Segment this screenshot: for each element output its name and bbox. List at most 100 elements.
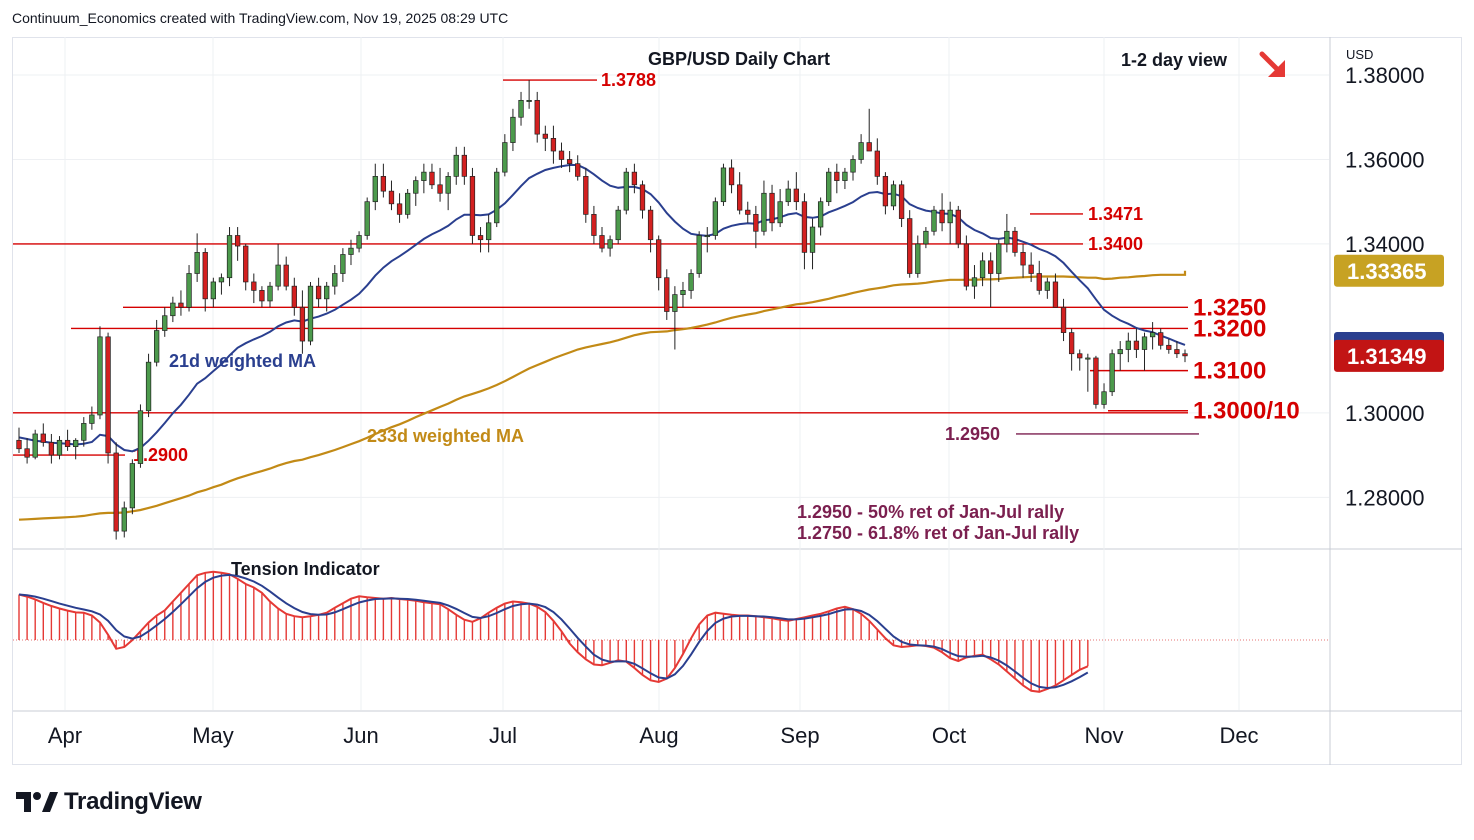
candle (81, 417, 87, 447)
candle-body-up (672, 294, 678, 312)
candle-body-down (647, 209, 654, 241)
tradingview-brand[interactable]: TradingView (14, 788, 202, 816)
candle (1060, 298, 1067, 342)
candle-body-down (550, 138, 557, 152)
candle (801, 193, 808, 270)
candle (388, 180, 395, 211)
indicator-signal-line (18, 573, 1089, 690)
candle-body-down (437, 184, 443, 194)
candle-body-up (267, 285, 273, 302)
candle (1149, 322, 1156, 350)
candle (73, 438, 79, 460)
candle (469, 167, 476, 244)
candle (639, 180, 646, 219)
candle-body-up (356, 235, 362, 249)
candle (380, 163, 387, 198)
candle (364, 197, 370, 240)
candle-body-up (275, 264, 281, 287)
candle (704, 227, 710, 253)
candle-body-up (623, 171, 629, 211)
candle-body-down (558, 150, 565, 160)
x-tick-label: Apr (48, 723, 82, 748)
candle-body-up (1109, 353, 1115, 393)
candle-body-down (898, 184, 905, 219)
candle-body-up (413, 180, 419, 194)
x-tick-label: Jul (489, 723, 517, 748)
candle (947, 201, 953, 244)
candle (680, 281, 686, 308)
candle (356, 231, 362, 253)
candle (502, 134, 508, 177)
candle (777, 189, 783, 228)
candle-body-down (299, 306, 306, 342)
candle (550, 125, 557, 164)
candle-body-down (737, 184, 743, 211)
candle (210, 277, 216, 308)
candle (1174, 341, 1180, 358)
candle-body-up (97, 336, 103, 416)
candle (461, 146, 467, 185)
candle (631, 163, 638, 194)
candle (526, 80, 532, 109)
arrow-head (1268, 60, 1285, 77)
candle (696, 231, 702, 278)
candle (1052, 273, 1059, 308)
candle (194, 233, 200, 282)
candle (1093, 355, 1099, 409)
candle (575, 155, 581, 181)
candle (510, 108, 516, 152)
candle-body-up (348, 247, 354, 255)
candle (866, 108, 872, 152)
candle-body-down (380, 176, 387, 192)
ma-label: 21d weighted MA (169, 351, 316, 371)
candle-body-down (882, 176, 889, 207)
candles (16, 80, 1188, 540)
candle (259, 286, 265, 308)
candle (647, 205, 654, 253)
candle-body-down (639, 184, 646, 211)
candle-body-down (566, 159, 573, 165)
candle-body-up (170, 302, 176, 317)
candle-body-up (947, 209, 953, 224)
candle (494, 167, 500, 228)
candle-body-down (291, 285, 297, 308)
candle (1085, 353, 1091, 392)
candle-body-up (704, 235, 710, 238)
level-label: 1.2950 (945, 424, 1000, 444)
y-tick-label: 1.34000 (1345, 232, 1425, 257)
ma-label: 233d weighted MA (367, 426, 524, 446)
candle-body-down (728, 167, 735, 186)
candle (1125, 332, 1131, 363)
candle-body-down (1174, 349, 1180, 355)
candle-body-down (1028, 264, 1034, 274)
candle-body-down (955, 209, 961, 245)
x-tick-label: Aug (639, 723, 678, 748)
x-tick-label: Oct (932, 723, 966, 748)
candle (988, 252, 994, 308)
candle (971, 265, 978, 299)
candle (566, 151, 573, 173)
candle (1028, 252, 1034, 282)
candle (672, 286, 678, 350)
candle-body-up (162, 315, 168, 331)
x-tick-label: Jun (343, 723, 378, 748)
candle-body-down (259, 290, 265, 302)
candle-body-up (405, 192, 411, 215)
candle (1020, 243, 1026, 278)
candle (656, 235, 662, 291)
candle-body-up (485, 222, 492, 241)
candle (97, 326, 103, 420)
candle-body-up (826, 171, 832, 203)
candle-body-down (866, 142, 872, 152)
level-label: 1.3400 (1088, 234, 1143, 254)
candle-body-down (907, 218, 913, 274)
candle (1036, 260, 1042, 295)
candle-body-up (502, 142, 508, 173)
candle-body-up (785, 188, 791, 203)
y-tick-label: 1.30000 (1345, 401, 1425, 426)
candle-body-up (32, 433, 38, 458)
candle (834, 163, 840, 194)
candle (89, 406, 95, 430)
candle (979, 252, 986, 287)
